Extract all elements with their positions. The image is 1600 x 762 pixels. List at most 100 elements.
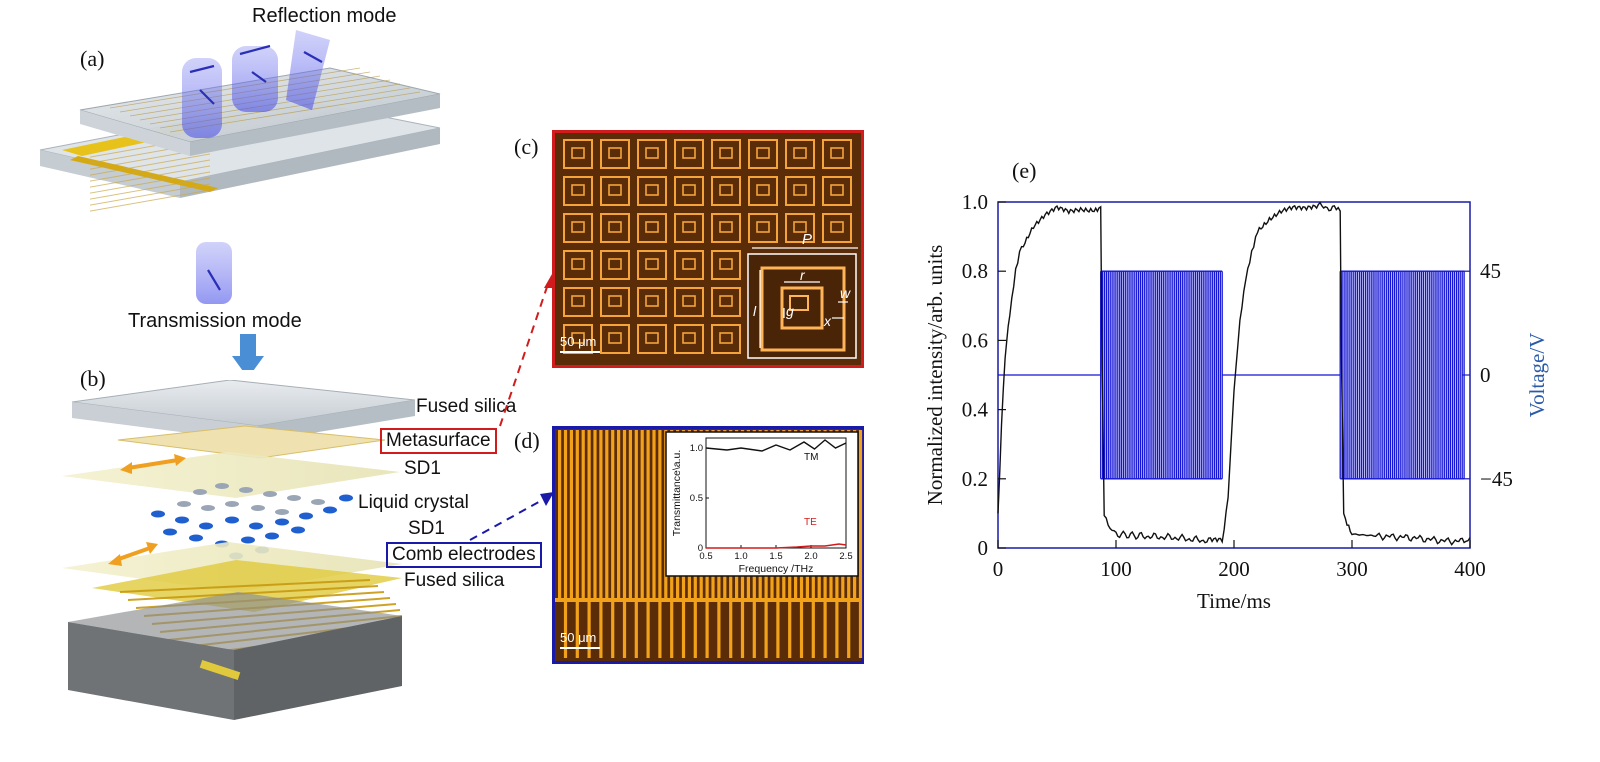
inset-x-tick-label: 2.5 (839, 551, 852, 562)
unit-cell (785, 213, 815, 243)
unit-cell (637, 213, 667, 243)
label-sd1-top: SD1 (404, 458, 441, 479)
reflected-beam (232, 46, 278, 112)
unit-cell (563, 213, 593, 243)
alignment-arrow-top-icon (120, 454, 186, 474)
inset-y-tick-label: 1.0 (690, 443, 703, 454)
unit-cell (674, 324, 704, 354)
inset-x-tick-label: 2.0 (804, 551, 817, 562)
x-tick-label: 200 (1218, 557, 1250, 581)
y-tick-label: 1.0 (962, 190, 988, 214)
chart-e-ylabel: Normalized intensity/arb. units (923, 245, 947, 506)
reflection-mode-label: Reflection mode (252, 5, 397, 27)
unit-cell (711, 176, 741, 206)
y-tick-label: 0.6 (962, 328, 988, 352)
inset-label-offset: x (823, 313, 832, 329)
electrode-finger (563, 430, 568, 658)
x-tick-label: 0 (993, 557, 1004, 581)
inset-legend-tm: TM (804, 452, 818, 463)
unit-cell (711, 287, 741, 317)
unit-cell (637, 176, 667, 206)
electrode-finger (646, 430, 650, 658)
inset-label-ring: r (800, 267, 806, 283)
incident-beam (182, 58, 222, 138)
unit-cell (600, 213, 630, 243)
panel-d-label: (d) (514, 428, 540, 453)
response-chart: 0 0.2 0.4 0.6 0.8 1.0 −45 0 45 0 100 200 300 400 Ti… (923, 190, 1549, 613)
y-tick-label: 0.2 (962, 467, 988, 491)
y-tick-label: 0 (978, 536, 989, 560)
unit-cell (711, 213, 741, 243)
scale-bar-d-label: 50 μm (560, 630, 596, 645)
x-tick-label: 400 (1454, 557, 1486, 581)
exploded-stack-illustration (62, 380, 416, 720)
unit-cell (822, 213, 852, 243)
inset-label-width: w (840, 285, 851, 301)
y-tick-label: 0.4 (962, 398, 989, 422)
unit-cell (600, 250, 630, 280)
unit-cell (563, 287, 593, 317)
electrode-bus-bar (555, 598, 861, 602)
unit-cell (600, 324, 630, 354)
comb-electrodes-micrograph: 50 μm 0.5 1.0 1.5 2.0 2.500.51.0 Frequency /… (552, 426, 864, 664)
intensity-series (997, 201, 1471, 546)
unit-cell (748, 139, 778, 169)
label-sd1-bottom: SD1 (408, 518, 445, 539)
unit-cell (674, 139, 704, 169)
label-liquid-crystal: Liquid crystal (358, 492, 469, 513)
unit-cell (785, 176, 815, 206)
metasurface-micrograph: P r g w l x 50 μm (552, 130, 864, 368)
electrode-finger (858, 430, 863, 658)
inset-x-tick-label: 0.5 (699, 551, 712, 562)
label-fused-silica-bottom: Fused silica (404, 570, 505, 591)
electrode-finger (599, 430, 603, 658)
inset-xlabel: Frequency /THz (739, 563, 814, 575)
electrode-finger (634, 430, 638, 658)
unit-cell (637, 250, 667, 280)
unit-cell (600, 176, 630, 206)
unit-cell (785, 139, 815, 169)
unit-cell (711, 250, 741, 280)
inset-y-tick-label: 0.5 (690, 493, 703, 504)
chart-e-xlabel: Time/ms (1197, 589, 1271, 613)
unit-cell (748, 176, 778, 206)
metasurface-inset (747, 247, 858, 359)
unit-cell (822, 139, 852, 169)
unit-cell (674, 213, 704, 243)
inset-series-te (706, 543, 847, 549)
y2-tick-label: 0 (1480, 363, 1491, 387)
label-comb-electrodes: Comb electrodes (386, 542, 542, 568)
unit-cell (711, 324, 741, 354)
panel-c-label: (c) (514, 134, 539, 159)
electrode-finger (658, 430, 662, 658)
unit-cell (563, 250, 593, 280)
unit-cell (637, 324, 667, 354)
inset-label-length: l (753, 303, 757, 319)
inset-x-tick-label: 1.0 (734, 551, 747, 562)
device-illustration (39, 30, 441, 370)
unit-cell (748, 213, 778, 243)
inset-y-tick-label: 0 (698, 543, 703, 554)
electrode-finger (575, 430, 579, 658)
panel-b-label: (b) (80, 366, 106, 391)
unit-cell (674, 176, 704, 206)
transmission-mode-label: Transmission mode (128, 310, 302, 332)
voltage-series (998, 270, 1465, 480)
electrode-finger (558, 430, 562, 598)
electrode-finger (605, 430, 609, 598)
inset-legend-te: TE (804, 517, 817, 528)
unit-cell (674, 250, 704, 280)
electrode-finger (617, 430, 621, 598)
electrode-finger (593, 430, 597, 598)
reflected-beam-tilted (286, 30, 330, 110)
transmitted-beam (196, 242, 232, 304)
alignment-arrow-bottom-icon (108, 542, 158, 566)
unit-cell (563, 139, 593, 169)
y2-tick-label: −45 (1480, 467, 1513, 491)
unit-cell (674, 287, 704, 317)
label-fused-silica-top: Fused silica (416, 396, 517, 417)
unit-cell (563, 176, 593, 206)
unit-cell (637, 287, 667, 317)
down-arrow-icon (240, 334, 256, 358)
